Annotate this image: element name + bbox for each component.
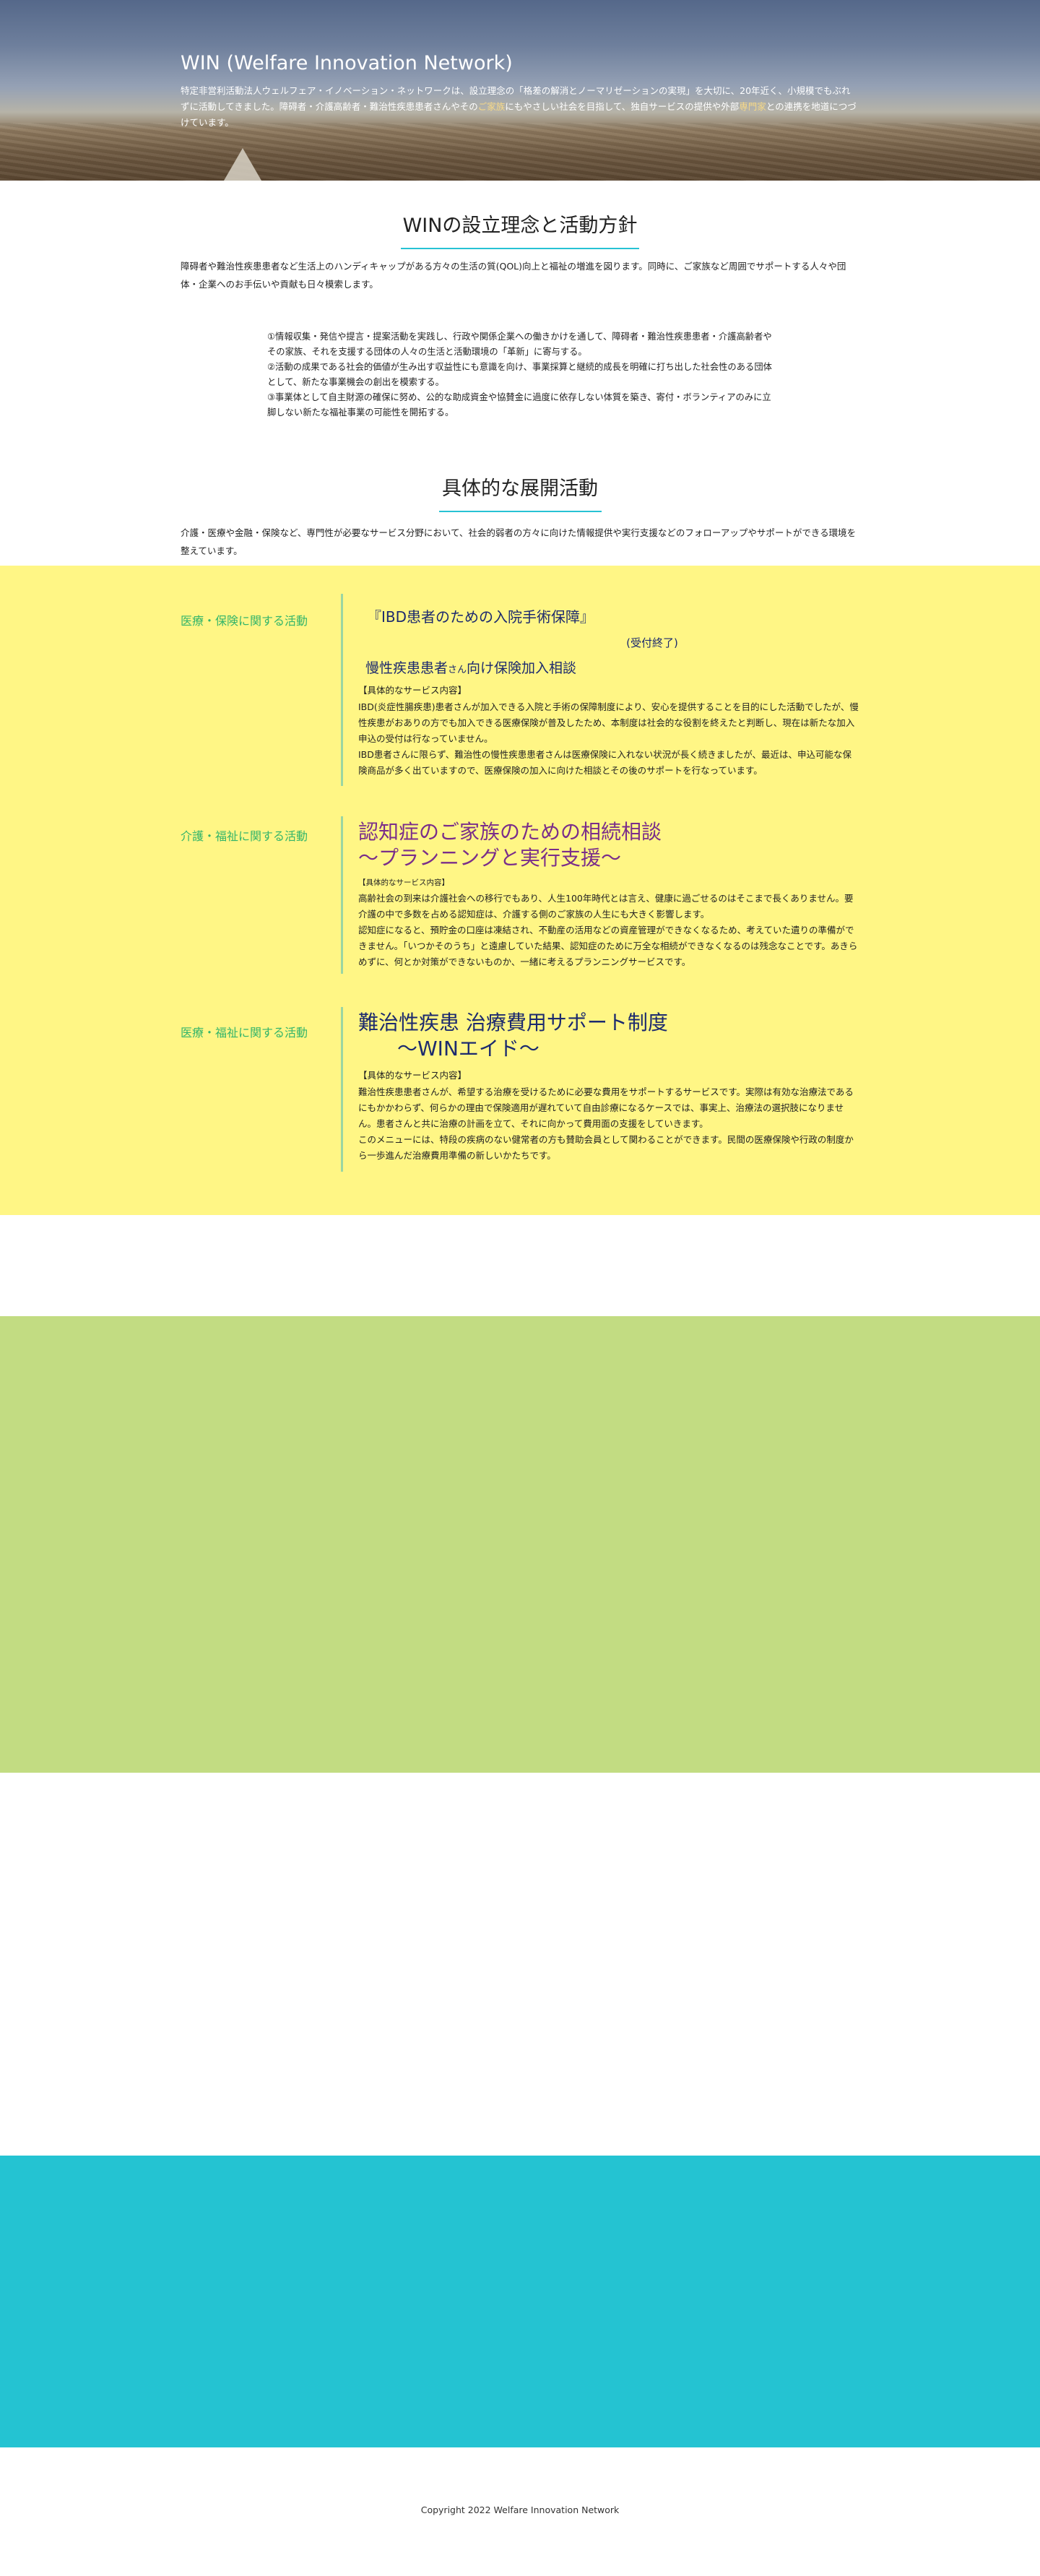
activity-service-label: 【具体的なサービス内容】 xyxy=(358,877,859,888)
footer-copyright: Copyright 2022 Welfare Innovation Networ… xyxy=(0,2504,1040,2515)
activity-title-line1: 難治性疾患 治療費用サポート制度 xyxy=(358,1010,859,1036)
activity-item-ibd: 『IBD患者のための入院手術保障』 (受付終了) 慢性疾患患者さん向け保険加入相… xyxy=(358,605,859,779)
activity-category-medical-welfare: 医療・福祉に関する活動 xyxy=(181,1023,308,1040)
policy-item: ①情報収集・発信や提言・提案活動を実践し、行政や関係企業への働きかけを通して、障… xyxy=(267,329,773,360)
cyan-band-section xyxy=(0,2156,1040,2447)
activities-title-underline xyxy=(439,511,602,512)
hero-content: WIN (Welfare Innovation Network) 特定非営利活動… xyxy=(181,52,859,131)
hero-desc-accent-expert: 専門家 xyxy=(739,101,766,112)
philosophy-title-underline xyxy=(401,248,639,249)
hero-road-shape xyxy=(224,148,261,181)
activity-subtitle: 慢性疾患患者さん向け保険加入相談 xyxy=(365,657,859,677)
hero-banner: WIN (Welfare Innovation Network) 特定非営利活動… xyxy=(0,0,1040,181)
activity-category-medical-insurance: 医療・保険に関する活動 xyxy=(181,611,308,628)
activity-service-label: 【具体的なサービス内容】 xyxy=(358,1068,859,1081)
hero-desc-accent-family: ご家族 xyxy=(478,101,506,112)
activity-body: 高齢社会の到来は介護社会への移行でもあり、人生100年時代とは言え、健康に過ごせ… xyxy=(358,891,859,970)
activity-item-dementia: 認知症のご家族のための相続相談 〜プランニングと実行支援〜 【具体的なサービス内… xyxy=(358,819,859,970)
activity-subtitle-main: 慢性疾患患者 xyxy=(365,660,448,676)
activity-divider xyxy=(341,816,343,974)
activity-subtitle-post: 向け保険加入相談 xyxy=(467,660,576,676)
activity-title-line1: 認知症のご家族のための相続相談 xyxy=(358,819,859,845)
policy-item: ③事業体として自主財源の確保に努め、公的な助成資金や協賛金に過度に依存しない体質… xyxy=(267,390,773,420)
hero-description: 特定非営利活動法人ウェルフェア・イノベーション・ネットワークは、設立理念の「格差… xyxy=(181,83,859,131)
activity-body: 難治性疾患患者さんが、希望する治療を受けるために必要な費用をサポートするサービス… xyxy=(358,1084,859,1164)
activities-section-title: 具体的な展開活動 xyxy=(0,472,1040,512)
philosophy-lead: 障碍者や難治性疾患患者など生活上のハンディキャップがある方々の生活の質(QOL)… xyxy=(181,257,859,293)
activity-status: (受付終了) xyxy=(358,635,859,650)
activity-divider xyxy=(341,1007,343,1172)
activities-lead: 介護・医療や金融・保険など、専門性が必要なサービス分野において、社会的弱者の方々… xyxy=(181,524,859,560)
green-band-section xyxy=(0,1316,1040,1773)
hero-desc-mid: にもやさしい社会を目指して、独自サービスの提供や外部 xyxy=(505,101,739,112)
activity-service-label: 【具体的なサービス内容】 xyxy=(358,683,859,696)
philosophy-section-title: WINの設立理念と活動方針 xyxy=(0,209,1040,249)
policy-item: ②活動の成果である社会的価値が生み出す収益性にも意識を向け、事業採算と継続的成長… xyxy=(267,360,773,390)
activities-title-text: 具体的な展開活動 xyxy=(442,477,598,500)
activity-divider xyxy=(341,594,343,786)
policy-list: ①情報収集・発信や提言・提案活動を実践し、行政や関係企業への働きかけを通して、障… xyxy=(267,329,773,420)
hero-title: WIN (Welfare Innovation Network) xyxy=(181,52,859,74)
philosophy-title-text: WINの設立理念と活動方針 xyxy=(403,215,638,237)
activity-title-line2: 〜WINエイド〜 xyxy=(358,1036,859,1062)
activity-body: IBD(炎症性腸疾患)患者さんが加入できる入院と手術の保障制度により、安心を提供… xyxy=(358,699,859,779)
activity-subtitle-honorific: さん xyxy=(448,665,467,675)
activity-title-line2: 〜プランニングと実行支援〜 xyxy=(358,845,859,871)
activity-category-care-welfare: 介護・福祉に関する活動 xyxy=(181,826,308,844)
activity-item-win-aid: 難治性疾患 治療費用サポート制度 〜WINエイド〜 【具体的なサービス内容】 難… xyxy=(358,1010,859,1164)
activity-title: 『IBD患者のための入院手術保障』 xyxy=(358,605,859,626)
hero-field-texture xyxy=(0,123,1040,181)
